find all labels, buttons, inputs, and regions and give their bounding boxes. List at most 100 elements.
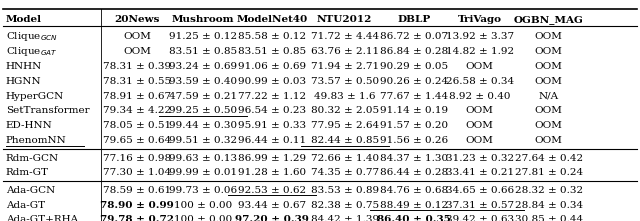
Text: 31.23 ± 0.32: 31.23 ± 0.32 [445, 154, 514, 162]
Text: Rdm-GCN: Rdm-GCN [6, 154, 59, 162]
Text: Rdm-GT: Rdm-GT [6, 168, 49, 177]
Text: 74.35 ± 0.77: 74.35 ± 0.77 [310, 168, 379, 177]
Text: OOM: OOM [535, 77, 563, 86]
Text: HNHN: HNHN [6, 62, 42, 71]
Text: 27.64 ± 0.42: 27.64 ± 0.42 [515, 154, 583, 162]
Text: OOM: OOM [535, 136, 563, 145]
Text: 78.91 ± 0.67: 78.91 ± 0.67 [103, 92, 172, 101]
Text: 90.99 ± 0.03: 90.99 ± 0.03 [238, 77, 307, 86]
Text: 100 ± 0.00: 100 ± 0.00 [174, 215, 232, 221]
Text: 93.44 ± 0.67: 93.44 ± 0.67 [238, 201, 307, 210]
Text: 97.20 ± 0.39: 97.20 ± 0.39 [236, 215, 309, 221]
Text: 84.76 ± 0.68: 84.76 ± 0.68 [380, 186, 448, 195]
Text: 73.57 ± 0.50: 73.57 ± 0.50 [310, 77, 379, 86]
Text: 20News: 20News [115, 15, 160, 24]
Text: Ada-GT: Ada-GT [6, 201, 45, 210]
Text: 77.30 ± 1.04: 77.30 ± 1.04 [103, 168, 172, 177]
Text: 99.51 ± 0.32: 99.51 ± 0.32 [169, 136, 237, 145]
Text: NTU2012: NTU2012 [317, 15, 372, 24]
Text: 88.49 ± 0.12: 88.49 ± 0.12 [380, 201, 448, 210]
Text: 99.63 ± 0.13: 99.63 ± 0.13 [169, 154, 237, 162]
Text: 49.83 ± 1.6: 49.83 ± 1.6 [314, 92, 376, 101]
Text: 86.40 ± 0.35: 86.40 ± 0.35 [377, 215, 451, 221]
Text: OOM: OOM [466, 136, 493, 145]
Text: 27.81 ± 0.24: 27.81 ± 0.24 [515, 168, 583, 177]
Text: OGBN_MAG: OGBN_MAG [514, 15, 584, 24]
Text: 91.57 ± 0.20: 91.57 ± 0.20 [380, 121, 448, 130]
Text: 78.31 ± 0.39: 78.31 ± 0.39 [103, 62, 172, 71]
Text: 79.34 ± 4.22: 79.34 ± 4.22 [103, 107, 172, 115]
Text: 63.76 ± 2.11: 63.76 ± 2.11 [310, 47, 379, 56]
Text: 90.26 ± 0.24: 90.26 ± 0.24 [380, 77, 448, 86]
Text: 83.51 ± 0.85: 83.51 ± 0.85 [238, 47, 307, 56]
Text: Clique$_{GAT}$: Clique$_{GAT}$ [6, 45, 58, 58]
Text: OOM: OOM [535, 32, 563, 41]
Text: 77.95 ± 2.64: 77.95 ± 2.64 [310, 121, 379, 130]
Text: 91.06 ± 0.69: 91.06 ± 0.69 [238, 62, 307, 71]
Text: 100 ± 0.00: 100 ± 0.00 [174, 201, 232, 210]
Text: 91.28 ± 1.60: 91.28 ± 1.60 [238, 168, 307, 177]
Text: 77.16 ± 0.98: 77.16 ± 0.98 [103, 154, 172, 162]
Text: Model: Model [6, 15, 42, 24]
Text: 30.85 ± 0.44: 30.85 ± 0.44 [515, 215, 583, 221]
Text: 99.99 ± 0.01: 99.99 ± 0.01 [169, 168, 237, 177]
Text: 82.38 ± 0.75: 82.38 ± 0.75 [310, 201, 379, 210]
Text: OOM: OOM [124, 32, 151, 41]
Text: 47.59 ± 0.21: 47.59 ± 0.21 [169, 92, 237, 101]
Text: OOM: OOM [535, 121, 563, 130]
Text: HGNN: HGNN [6, 77, 42, 86]
Text: OOM: OOM [535, 62, 563, 71]
Text: TriVago: TriVago [458, 15, 502, 24]
Text: 96.44 ± 0.11: 96.44 ± 0.11 [238, 136, 307, 145]
Text: ED-HNN: ED-HNN [6, 121, 52, 130]
Text: SetTransformer: SetTransformer [6, 107, 90, 115]
Text: 13.92 ± 3.37: 13.92 ± 3.37 [445, 32, 514, 41]
Text: 79.78 ± 0.72: 79.78 ± 0.72 [100, 215, 174, 221]
Text: 79.65 ± 0.64: 79.65 ± 0.64 [103, 136, 172, 145]
Text: Ada-GCN: Ada-GCN [6, 186, 55, 195]
Text: 78.05 ± 0.51: 78.05 ± 0.51 [103, 121, 172, 130]
Text: OOM: OOM [124, 47, 151, 56]
Text: 90.29 ± 0.05: 90.29 ± 0.05 [380, 62, 448, 71]
Text: 78.31 ± 0.55: 78.31 ± 0.55 [103, 77, 172, 86]
Text: 95.91 ± 0.33: 95.91 ± 0.33 [238, 121, 307, 130]
Text: 91.25 ± 0.12: 91.25 ± 0.12 [169, 32, 237, 41]
Text: DBLP: DBLP [397, 15, 430, 24]
Text: OOM: OOM [466, 107, 493, 115]
Text: Clique$_{GCN}$: Clique$_{GCN}$ [6, 30, 58, 43]
Text: 8.92 ± 0.40: 8.92 ± 0.40 [449, 92, 511, 101]
Text: 71.72 ± 4.44: 71.72 ± 4.44 [310, 32, 379, 41]
Text: 91.14 ± 0.19: 91.14 ± 0.19 [380, 107, 448, 115]
Text: OOM: OOM [466, 121, 493, 130]
Text: 72.66 ± 1.40: 72.66 ± 1.40 [310, 154, 379, 162]
Text: 34.65 ± 0.66: 34.65 ± 0.66 [445, 186, 514, 195]
Text: 99.25 ± 0.50: 99.25 ± 0.50 [169, 107, 237, 115]
Text: 80.32 ± 2.05: 80.32 ± 2.05 [310, 107, 379, 115]
Text: OOM: OOM [466, 62, 493, 71]
Text: 84.42 ± 1.39: 84.42 ± 1.39 [310, 215, 379, 221]
Text: 83.51 ± 0.85: 83.51 ± 0.85 [169, 47, 237, 56]
Text: 84.37 ± 1.30: 84.37 ± 1.30 [380, 154, 448, 162]
Text: 86.99 ± 1.29: 86.99 ± 1.29 [238, 154, 307, 162]
Text: 82.44 ± 0.85: 82.44 ± 0.85 [310, 136, 379, 145]
Text: 28.32 ± 0.32: 28.32 ± 0.32 [515, 186, 583, 195]
Text: Ada-GT+RHA: Ada-GT+RHA [6, 215, 78, 221]
Text: PhenomNN: PhenomNN [6, 136, 67, 145]
Text: 26.58 ± 0.34: 26.58 ± 0.34 [445, 77, 514, 86]
Text: 78.90 ± 0.99: 78.90 ± 0.99 [100, 201, 174, 210]
Text: 83.53 ± 0.89: 83.53 ± 0.89 [310, 186, 379, 195]
Text: 86.84 ± 0.28: 86.84 ± 0.28 [380, 47, 448, 56]
Text: OOM: OOM [535, 107, 563, 115]
Text: 28.84 ± 0.34: 28.84 ± 0.34 [515, 201, 583, 210]
Text: 71.94 ± 2.71: 71.94 ± 2.71 [310, 62, 379, 71]
Text: 33.41 ± 0.21: 33.41 ± 0.21 [445, 168, 514, 177]
Text: HyperGCN: HyperGCN [6, 92, 64, 101]
Text: 93.59 ± 0.40: 93.59 ± 0.40 [169, 77, 237, 86]
Text: 77.67 ± 1.44: 77.67 ± 1.44 [380, 92, 448, 101]
Text: 39.42 ± 0.63: 39.42 ± 0.63 [445, 215, 514, 221]
Text: 96.54 ± 0.23: 96.54 ± 0.23 [238, 107, 307, 115]
Text: 99.73 ± 0.06: 99.73 ± 0.06 [169, 186, 237, 195]
Text: N/A: N/A [539, 92, 559, 101]
Text: 99.44 ± 0.30: 99.44 ± 0.30 [169, 121, 237, 130]
Text: 77.22 ± 1.12: 77.22 ± 1.12 [238, 92, 307, 101]
